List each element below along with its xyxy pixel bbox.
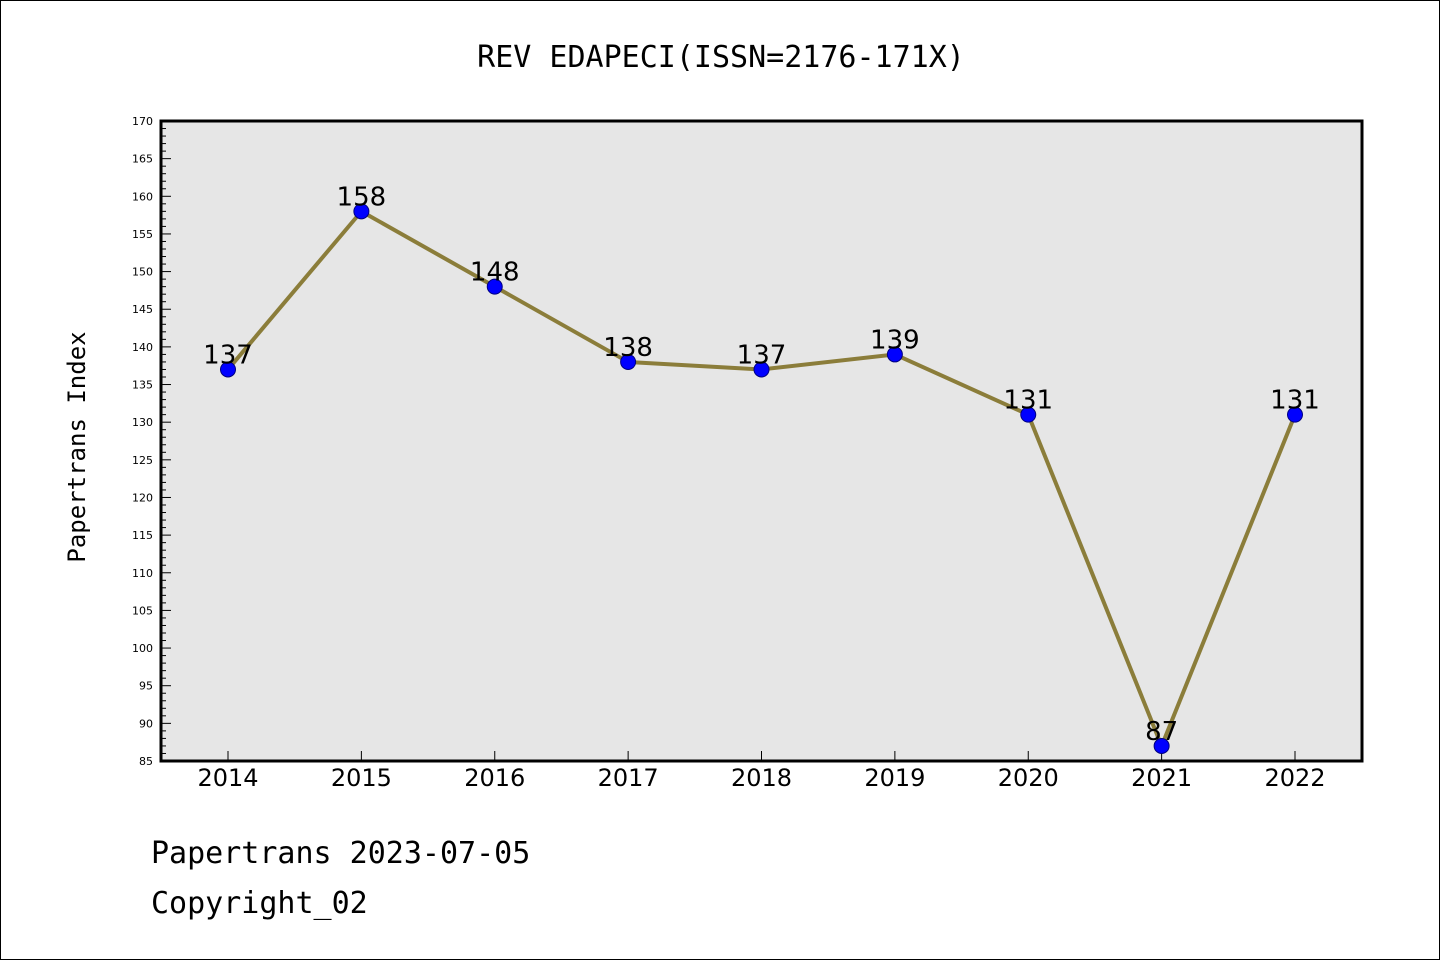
y-tick-label: 160 [132,190,153,203]
x-axis-ticks: 2014 2015 2016 2017 2018 2019 2020 2021 2022 [197,751,1326,792]
data-label: 131 [1003,386,1053,416]
y-axis-label: Papertrans Index [63,331,91,562]
data-point [220,361,236,378]
y-tick-label: 130 [132,416,153,429]
x-tick-label: 2017 [598,764,659,792]
y-axis-ticks: 85 90 95 100 105 110 115 120 125 130 135 140 145 150 1… [132,115,171,768]
data-label: 137 [737,340,787,370]
data-label: 158 [337,182,387,212]
x-tick-label: 2020 [998,764,1059,792]
data-label: 137 [203,340,253,370]
x-tick-label: 2021 [1131,764,1192,792]
data-label: 87 [1145,717,1178,747]
data-point [886,346,903,363]
y-tick-label: 105 [132,604,153,617]
y-tick-label: 85 [139,755,153,768]
plot-area [161,121,1362,761]
x-tick-label: 2019 [864,764,925,792]
data-point [486,278,503,295]
y-tick-label: 120 [132,491,153,504]
data-label: 139 [870,325,920,355]
data-labels: 137 158 148 138 137 139 131 87 131 [203,182,1320,747]
y-tick-label: 145 [132,303,153,316]
chart-title: REV EDAPECI(ISSN=2176-171X) [477,40,965,75]
x-tick-label: 2022 [1264,764,1325,792]
y-tick-label: 165 [132,153,153,166]
y-tick-label: 170 [132,115,153,128]
data-point [1020,406,1037,423]
y-tick-label: 95 [139,680,153,693]
data-label: 138 [603,333,653,363]
data-point [353,203,370,220]
data-point [620,353,637,370]
y-tick-label: 110 [132,567,153,580]
y-tick-label: 140 [132,341,153,354]
y-tick-label: 90 [139,717,153,730]
data-point [753,361,770,378]
footer-date-line: Papertrans 2023-07-05 [151,836,531,871]
y-tick-label: 100 [132,642,153,655]
plot-border [159,119,1364,763]
y-tick-label: 155 [132,228,153,241]
data-label: 148 [470,258,520,288]
y-tick-label: 135 [132,379,153,392]
x-tick-label: 2015 [331,764,392,792]
x-tick-label: 2016 [464,764,525,792]
data-point-markers [220,203,1303,754]
x-tick-label: 2018 [731,764,792,792]
data-point [1153,737,1170,754]
footer-copyright: Copyright_02 [151,886,368,921]
y-tick-label: 150 [132,266,153,279]
y-tick-label: 125 [132,454,153,467]
y-tick-label: 115 [132,529,153,542]
data-point [1287,406,1303,423]
data-label: 131 [1270,386,1320,416]
x-tick-label: 2014 [197,764,258,792]
